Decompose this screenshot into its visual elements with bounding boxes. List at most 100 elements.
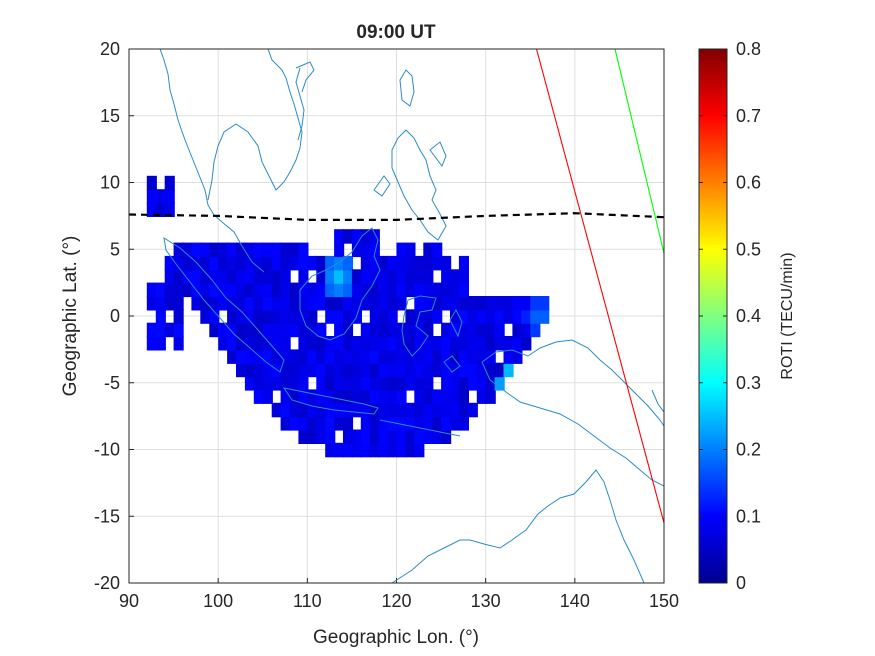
roti-cell	[325, 376, 336, 391]
roti-cell	[441, 269, 452, 284]
roti-cell	[262, 349, 273, 364]
roti-cell	[298, 309, 309, 324]
roti-cell	[316, 402, 327, 418]
roti-cell	[227, 255, 238, 271]
roti-cell	[146, 189, 157, 204]
roti-cell	[467, 376, 478, 391]
roti-cell	[209, 309, 220, 324]
roti-cell	[271, 242, 282, 258]
roti-cell	[351, 242, 362, 258]
roti-cell	[343, 269, 354, 284]
roti-cell	[280, 376, 291, 391]
roti-cell	[423, 389, 434, 404]
roti-cell	[253, 389, 264, 404]
roti-cell	[271, 282, 282, 298]
y-tick-label: -5	[104, 373, 120, 393]
roti-cell	[244, 322, 255, 338]
roti-cell	[298, 322, 309, 338]
roti-cell	[396, 282, 407, 298]
roti-cell	[503, 336, 514, 351]
roti-cell	[351, 229, 362, 244]
roti-cell	[316, 255, 327, 271]
roti-cell	[387, 389, 398, 404]
roti-cell	[182, 242, 193, 258]
roti-cell	[360, 282, 371, 298]
roti-cell	[369, 349, 380, 364]
roti-cell	[173, 336, 184, 351]
roti-cell	[146, 282, 157, 298]
roti-cell	[432, 336, 443, 351]
roti-cell	[539, 296, 550, 311]
roti-cell	[467, 349, 478, 364]
roti-cell	[378, 269, 389, 284]
roti-cell	[316, 336, 327, 351]
colorbar-label: ROTI (TECU/min)	[779, 252, 796, 379]
roti-cell	[334, 322, 345, 338]
roti-cell	[200, 296, 211, 311]
roti-cell	[191, 296, 202, 311]
roti-cell	[441, 376, 452, 391]
roti-cell	[271, 309, 282, 324]
roti-cell	[325, 255, 336, 271]
roti-cell	[458, 309, 469, 324]
roti-cell	[334, 362, 345, 378]
roti-cell	[289, 362, 300, 378]
x-tick-label: 140	[560, 591, 590, 611]
coastlines	[159, 49, 664, 583]
roti-cell	[432, 309, 443, 324]
roti-cell	[450, 402, 461, 418]
roti-cell	[512, 296, 523, 311]
roti-cell	[325, 362, 336, 378]
roti-cell	[227, 349, 238, 364]
roti-cell	[530, 296, 541, 311]
roti-cell	[218, 322, 229, 338]
roti-cell	[316, 416, 327, 431]
roti-cell	[289, 416, 300, 431]
roti-cell	[396, 416, 407, 431]
roti-cell	[164, 282, 175, 298]
roti-cell	[494, 376, 505, 391]
roti-cell	[316, 429, 327, 444]
roti-cell	[369, 309, 380, 324]
roti-cell	[441, 416, 452, 431]
roti-cell	[351, 349, 362, 364]
roti-cell	[512, 349, 523, 364]
roti-cell	[458, 402, 469, 418]
roti-cell	[236, 309, 247, 324]
roti-cell	[343, 282, 354, 298]
roti-cell	[458, 416, 469, 431]
roti-cell	[414, 269, 425, 284]
roti-cell	[316, 296, 327, 311]
roti-cell	[405, 416, 416, 431]
roti-cell	[378, 376, 389, 391]
roti-cell	[164, 175, 175, 191]
roti-cell	[262, 269, 273, 284]
roti-cell	[343, 336, 354, 351]
roti-cell	[298, 402, 309, 418]
roti-cell	[343, 376, 354, 391]
roti-cell	[316, 269, 327, 284]
roti-cell	[155, 189, 166, 204]
roti-cell	[423, 402, 434, 418]
roti-cell	[423, 282, 434, 298]
roti-cell	[378, 416, 389, 431]
roti-cell	[369, 242, 380, 258]
roti-cell	[218, 282, 229, 298]
roti-cell	[253, 309, 264, 324]
roti-cell	[423, 349, 434, 364]
roti-cell	[316, 349, 327, 364]
roti-cell	[280, 336, 291, 351]
roti-cell	[432, 416, 443, 431]
roti-cell	[316, 376, 327, 391]
roti-cell	[405, 429, 416, 444]
roti-cell	[289, 322, 300, 338]
roti-cell	[253, 349, 264, 364]
roti-cell	[467, 362, 478, 378]
roti-cell	[405, 269, 416, 284]
roti-cell	[164, 322, 175, 338]
roti-cell	[298, 349, 309, 364]
roti-cell	[334, 349, 345, 364]
roti-cell	[378, 402, 389, 418]
roti-cell	[200, 282, 211, 298]
roti-cell	[423, 309, 434, 324]
